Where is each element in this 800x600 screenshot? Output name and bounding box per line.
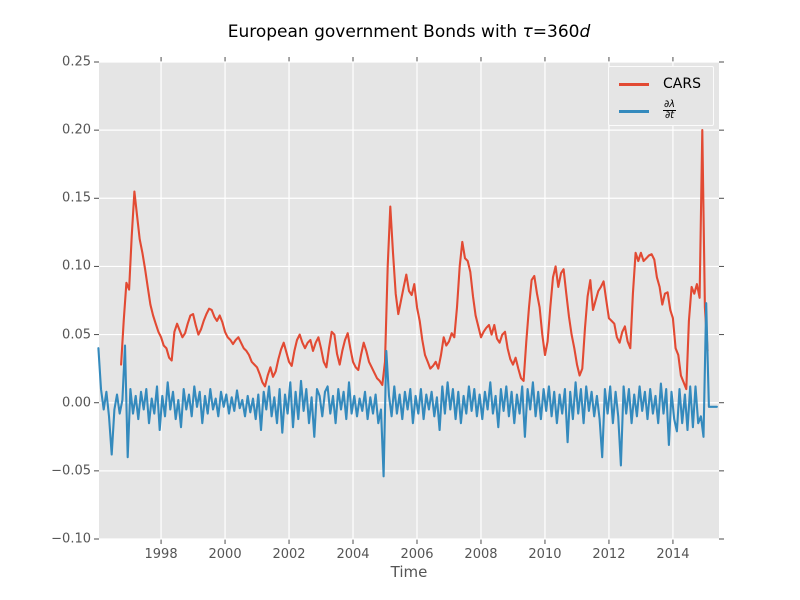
y-tick-label: 0.00 [62, 395, 91, 411]
legend-label-cars: CARS [663, 76, 701, 92]
chart-title-math-value: =360 [532, 22, 580, 42]
dldt-line-swatch [619, 109, 649, 113]
y-tick-label: 0.15 [62, 190, 91, 206]
chart-title-math-unit: d [579, 22, 591, 42]
dldt-line [97, 302, 718, 478]
fraction-denominator: ∂t [665, 110, 675, 122]
y-tick-label: −0.10 [51, 531, 91, 547]
y-tick-label: −0.05 [51, 463, 91, 479]
legend-item-dldt: ∂λ ∂t [619, 97, 705, 125]
x-tick-label: 2006 [400, 547, 434, 562]
legend-item-cars: CARS [619, 71, 705, 97]
y-tick-label: 0.25 [62, 54, 91, 70]
y-tick-label: 0.10 [62, 258, 91, 274]
x-tick-label: 2008 [464, 547, 498, 562]
x-tick-label: 1998 [144, 547, 178, 562]
x-tick-label: 2010 [528, 547, 562, 562]
x-tick-label: 2014 [656, 547, 690, 562]
partial-lambda-partial-t-fraction: ∂λ ∂t [663, 98, 677, 122]
cars-line-swatch [619, 82, 649, 86]
y-tick-label: 0.05 [62, 327, 91, 343]
chart-title-math-tau: τ [522, 22, 533, 42]
plot-background [99, 62, 719, 539]
chart-title-text: European government Bonds with [227, 22, 523, 42]
legend: CARS ∂λ ∂t [608, 66, 714, 126]
x-tick-label: 2012 [592, 547, 626, 562]
fraction-numerator: ∂λ [663, 98, 677, 112]
cars-line [120, 129, 709, 391]
x-tick-label: 2004 [336, 547, 370, 562]
legend-label-dldt: ∂λ ∂t [663, 98, 677, 123]
y-tick-label: 0.20 [62, 122, 91, 138]
x-tick-label: 2002 [272, 547, 306, 562]
x-axis-label: Time [390, 563, 428, 581]
x-tick-label: 2000 [208, 547, 242, 562]
chart-title: European government Bonds with τ=360d [99, 22, 719, 42]
